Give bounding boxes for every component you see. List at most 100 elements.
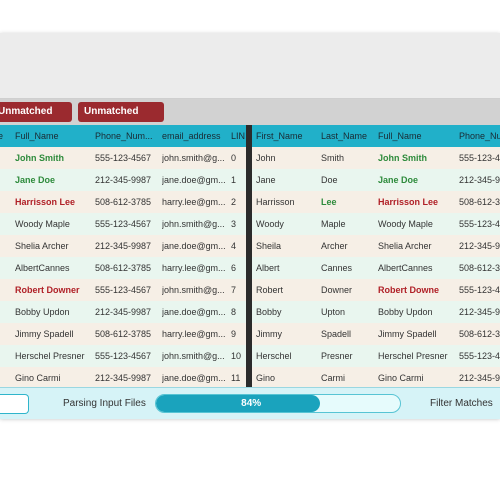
table-cell <box>0 147 12 169</box>
table-cell: Gino <box>256 373 276 383</box>
table-cell: Jane <box>256 175 276 185</box>
status-input-field[interactable] <box>0 394 29 414</box>
table-row[interactable]: Shelia Archer 212-345-9987 jane.doe@gm... 4 <box>0 235 246 257</box>
parsing-progress-bar: 84% <box>155 394 401 413</box>
left-header-row: e Full_Name Phone_Num... email_address LIN <box>0 125 246 147</box>
right-column-header[interactable]: Last_Name <box>321 131 368 141</box>
progress-percent-text: 84% <box>241 398 262 409</box>
table-row[interactable]: Herschel Presner 555-123-4567 john.smith@g… <box>0 345 246 367</box>
right-column-header[interactable]: Full_Name <box>378 131 422 141</box>
table-cell: Gino Carmi <box>378 373 424 383</box>
table-cell: Spadell <box>321 329 352 339</box>
table-cell: jane.doe@gm... <box>162 307 226 317</box>
table-cell: jane.doe@gm... <box>162 241 226 251</box>
table-cell: 6 <box>231 263 237 273</box>
left-column-header[interactable]: Phone_Num... <box>95 131 153 141</box>
table-cell: Doe <box>321 175 338 185</box>
table-cell <box>0 257 12 279</box>
table-cell: Harrisson Lee <box>378 197 439 207</box>
table-row[interactable]: AlbertCannes 508-612-3785 harry.lee@gm... 6 <box>0 257 246 279</box>
table-row[interactable]: Woody Maple Woody Maple 555-123-4567 <box>252 213 500 235</box>
table-cell: harry.lee@gm... <box>162 329 226 339</box>
table-cell <box>0 345 12 367</box>
right-column-header[interactable]: Phone_Nu <box>459 131 500 141</box>
table-cell: John Smith <box>378 153 427 163</box>
pane-splitter[interactable] <box>246 125 252 387</box>
progress-fill <box>156 395 320 412</box>
tab-strip: Unmatched File 1 Unmatched File 2 <box>0 99 500 137</box>
left-column-header[interactable]: email_address <box>162 131 221 141</box>
table-cell: 0 <box>231 153 237 163</box>
table-row[interactable]: Jane Doe Jane Doe 212-345-9987 <box>252 169 500 191</box>
table-cell: john.smith@g... <box>162 351 225 361</box>
table-cell: Bobby Updon <box>15 307 70 317</box>
table-row[interactable]: Gino Carmi 212-345-9987 jane.doe@gm... 11 <box>0 367 246 387</box>
table-cell: Presner <box>321 351 353 361</box>
table-row[interactable]: Woody Maple 555-123-4567 john.smith@g... 3 <box>0 213 246 235</box>
table-cell: 212-345-9987 <box>95 307 152 317</box>
table-cell: 1 <box>231 175 237 185</box>
table-cell: 508-612-3785 <box>459 263 500 273</box>
table-cell: Herschel <box>256 351 292 361</box>
table-cell: 8 <box>231 307 237 317</box>
table-row[interactable]: Bobby Upton Bobby Updon 212-345-9987 <box>252 301 500 323</box>
table-row[interactable]: Jimmy Spadell 508-612-3785 harry.lee@gm...… <box>0 323 246 345</box>
table-cell: 508-612-3785 <box>95 329 152 339</box>
table-cell: 555-123-4567 <box>95 153 152 163</box>
table-cell: Bobby <box>256 307 282 317</box>
table-cell: Jimmy Spadell <box>15 329 74 339</box>
table-cell <box>0 235 12 257</box>
table-row[interactable]: Jimmy Spadell Jimmy Spadell 508-612-3785 <box>252 323 500 345</box>
table-cell: 555-123-4567 <box>95 351 152 361</box>
table-row[interactable]: Sheila Archer Shelia Archer 212-345-9987 <box>252 235 500 257</box>
table-cell: 555-123-4567 <box>459 351 500 361</box>
table-cell: jane.doe@gm... <box>162 373 226 383</box>
table-row[interactable]: Robert Downer Robert Downe 555-123-4567 <box>252 279 500 301</box>
table-row[interactable]: Gino Carmi Gino Carmi 212-345-9987 <box>252 367 500 387</box>
left-column-header[interactable]: Full_Name <box>15 131 59 141</box>
filter-matches-button[interactable]: Filter Matches <box>430 398 493 409</box>
table-cell: john.smith@g... <box>162 153 225 163</box>
status-bar: Parsing Input Files 84% Filter Matches <box>0 387 500 419</box>
table-cell: John Smith <box>15 153 64 163</box>
tab-unmatched-file-1[interactable]: Unmatched File 1 <box>0 102 72 137</box>
table-cell: Harrisson Lee <box>15 197 76 207</box>
table-row[interactable]: John Smith John Smith 555-123-4567 <box>252 147 500 169</box>
table-row[interactable]: Harrisson Lee Harrisson Lee 508-612-3785 <box>252 191 500 213</box>
table-cell <box>0 323 12 345</box>
table-row[interactable]: Robert Downer 555-123-4567 john.smith@g...… <box>0 279 246 301</box>
table-cell: 212-345-9987 <box>459 241 500 251</box>
top-toolbar-area <box>0 33 500 99</box>
table-row[interactable]: John Smith 555-123-4567 john.smith@g... 0 <box>0 147 246 169</box>
table-cell: Herschel Presner <box>15 351 85 361</box>
right-column-header[interactable]: First_Name <box>256 131 303 141</box>
table-cell: Maple <box>321 219 346 229</box>
table-cell: 212-345-9987 <box>95 241 152 251</box>
table-cell <box>0 213 12 235</box>
table-cell: Carmi <box>321 373 345 383</box>
table-row[interactable]: Harrisson Lee 508-612-3785 harry.lee@gm...… <box>0 191 246 213</box>
table-cell <box>0 301 12 323</box>
table-cell: Jimmy <box>256 329 282 339</box>
table-cell: 212-345-9987 <box>95 373 152 383</box>
table-cell: Shelia Archer <box>378 241 432 251</box>
table-cell: 212-345-9987 <box>459 373 500 383</box>
table-row[interactable]: Bobby Updon 212-345-9987 jane.doe@gm... 8 <box>0 301 246 323</box>
left-column-header[interactable]: LIN <box>231 131 245 141</box>
table-cell: 555-123-4567 <box>95 219 152 229</box>
table-cell <box>0 279 12 301</box>
table-cell: 10 <box>231 351 242 361</box>
right-table-pane: First_Name Last_Name Full_Name Phone_Nu John… <box>252 125 500 387</box>
table-cell: Jane Doe <box>378 175 419 185</box>
left-column-header[interactable]: e <box>0 131 4 141</box>
left-table-pane: e Full_Name Phone_Num... email_address LIN Jo… <box>0 125 246 387</box>
table-cell: john.smith@g... <box>162 285 225 295</box>
table-row[interactable]: Herschel Presner Herschel Presner 555-123-4… <box>252 345 500 367</box>
table-row[interactable]: Jane Doe 212-345-9987 jane.doe@gm... 1 <box>0 169 246 191</box>
tab-unmatched-file-2[interactable]: Unmatched File 2 <box>78 102 164 137</box>
table-cell: Cannes <box>321 263 353 273</box>
table-cell: 4 <box>231 241 237 251</box>
table-cell <box>0 169 12 191</box>
parsing-status-label: Parsing Input Files <box>63 398 146 409</box>
